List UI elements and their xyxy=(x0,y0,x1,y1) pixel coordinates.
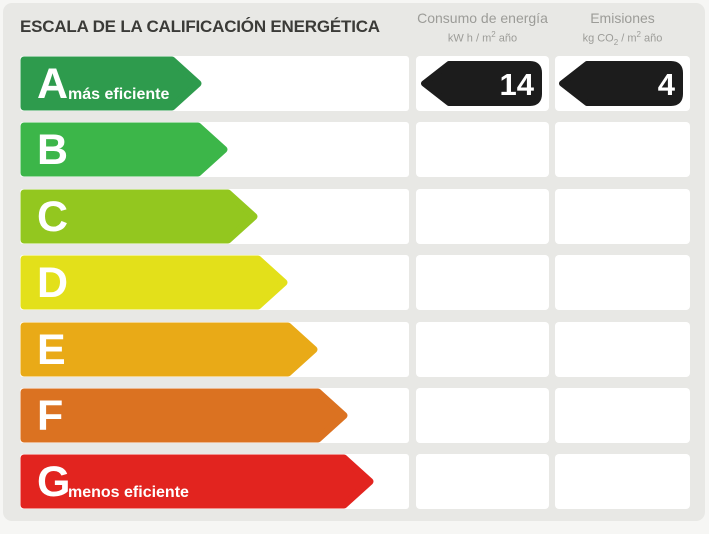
rating-letter-f: F xyxy=(37,392,64,440)
efficiency-label-a: más eficiente xyxy=(68,86,170,103)
emisiones-column-name: Emisiones xyxy=(590,10,655,26)
rating-arrow-e xyxy=(20,322,318,377)
rating-arrow-a xyxy=(20,56,202,111)
rating-row-e: E xyxy=(20,322,690,377)
rating-letter-g: G xyxy=(37,458,71,506)
emisiones-cell-c xyxy=(555,189,690,244)
consumo-column-name: Consumo de energía xyxy=(417,10,548,26)
consumo-cell-a: 14 xyxy=(416,56,549,111)
rating-letter-e: E xyxy=(37,326,66,374)
consumo-cell-g xyxy=(416,454,549,509)
emisiones-column-unit: kg CO2 / m2 año xyxy=(582,30,663,47)
efficiency-label-g: menos eficiente xyxy=(68,484,189,501)
column-header-emisiones: Emisiones kg CO2 / m2 año xyxy=(555,10,690,47)
rating-row-b: B xyxy=(20,122,690,177)
rating-letter-a: A xyxy=(37,60,69,108)
emisiones-value-badge: 4 xyxy=(558,60,684,107)
consumo-value-badge: 14 xyxy=(420,60,543,107)
value-badge-arrow-shape xyxy=(421,61,542,106)
emisiones-cell-d xyxy=(555,255,690,310)
emisiones-cell-e xyxy=(555,322,690,377)
emisiones-value: 4 xyxy=(657,67,675,102)
rating-arrow-d xyxy=(20,255,288,310)
rating-row-f: F xyxy=(20,388,690,443)
consumo-cell-f xyxy=(416,388,549,443)
column-header-consumo: Consumo de energía kW h / m2 año xyxy=(416,10,549,45)
page-title: ESCALA DE LA CALIFICACIÓN ENERGÉTICA xyxy=(20,17,380,36)
rating-letter-b: B xyxy=(37,126,69,174)
consumo-cell-d xyxy=(416,255,549,310)
emisiones-cell-b xyxy=(555,122,690,177)
rating-letter-d: D xyxy=(37,259,69,307)
consumo-cell-c xyxy=(416,189,549,244)
rating-arrow-b xyxy=(20,122,228,177)
consumo-cell-e xyxy=(416,322,549,377)
emisiones-cell-a: 4 xyxy=(555,56,690,111)
rating-row-c: C xyxy=(20,189,690,244)
rating-arrow-f xyxy=(20,388,348,443)
rating-letter-c: C xyxy=(37,193,69,241)
emisiones-cell-f xyxy=(555,388,690,443)
rating-row-d: D xyxy=(20,255,690,310)
emisiones-cell-g xyxy=(555,454,690,509)
consumo-cell-b xyxy=(416,122,549,177)
value-badge-arrow-shape xyxy=(559,61,683,106)
consumo-column-unit: kW h / m2 año xyxy=(447,30,518,45)
consumo-value: 14 xyxy=(499,67,534,102)
rating-arrow-g xyxy=(20,454,374,509)
rating-arrow-c xyxy=(20,189,258,244)
